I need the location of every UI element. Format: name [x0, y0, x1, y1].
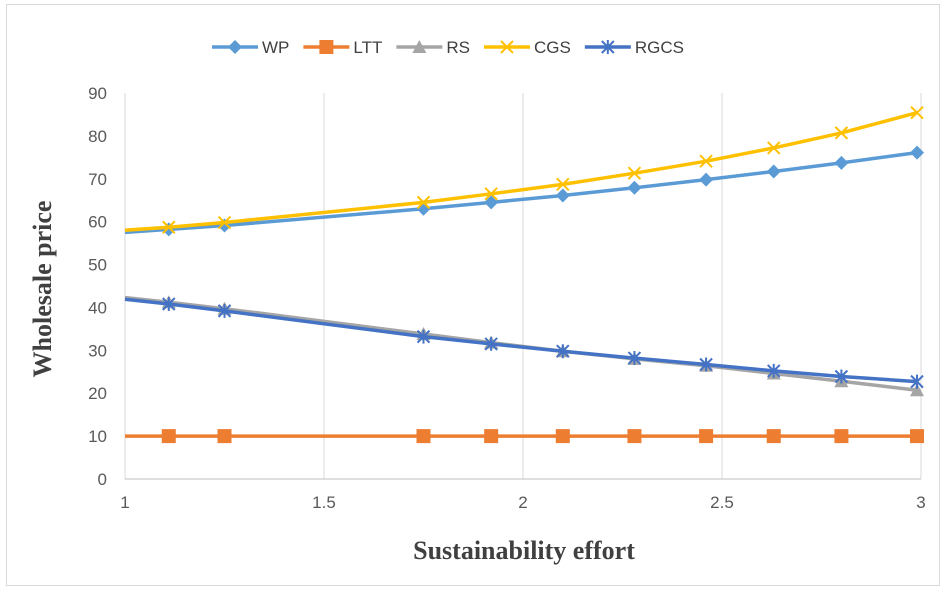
point-ltt-0	[161, 429, 176, 444]
series-line-cgs	[124, 111, 918, 232]
grid-layer	[124, 93, 922, 479]
y-tick-label-7: 70	[88, 170, 107, 189]
point-ltt-2	[416, 429, 431, 444]
point-rgcs-3	[484, 336, 498, 351]
y-tick-label-3: 30	[88, 341, 107, 360]
point-rgcs-1	[217, 303, 232, 318]
point-wp-4	[555, 188, 570, 203]
legend-item-wp: WP	[212, 38, 289, 57]
point-ltt-7	[766, 429, 781, 444]
point-rgcs-9	[910, 374, 924, 389]
x-tick-label-4: 3	[916, 493, 925, 512]
point-cgs-8	[834, 126, 849, 140]
series-wp	[124, 145, 925, 237]
y-axis-title: Wholesale price	[28, 201, 57, 378]
point-cgs-5	[627, 166, 642, 180]
point-wp-3	[484, 195, 499, 210]
point-cgs-2	[416, 195, 431, 210]
point-wp-9	[910, 145, 925, 160]
point-wp-8	[834, 155, 849, 170]
point-rgcs-2	[416, 329, 431, 344]
legend-item-rgcs: RGCS	[584, 38, 684, 57]
legend-marker-ltt	[319, 40, 334, 54]
y-tick-label-9: 90	[88, 84, 107, 103]
series-cgs	[124, 106, 924, 234]
legend-marker-rs	[412, 40, 427, 53]
y-tick-label-8: 80	[88, 127, 107, 146]
point-ltt-9	[910, 429, 925, 444]
legend-item-rs: RS	[396, 38, 470, 57]
point-wp-7	[766, 164, 781, 179]
point-ltt-1	[217, 429, 232, 444]
legend-label-cgs: CGS	[534, 38, 571, 57]
series-line-rgcs	[124, 297, 918, 384]
point-wp-6	[699, 172, 714, 187]
point-cgs-9	[910, 106, 924, 120]
x-axis-title: Sustainability effort	[413, 536, 635, 565]
point-ltt-8	[834, 429, 849, 444]
legend-label-rs: RS	[446, 38, 470, 57]
legend-label-ltt: LTT	[353, 38, 382, 57]
legend-marker-cgs	[500, 40, 514, 54]
x-tick-label-0: 1	[120, 493, 129, 512]
point-rgcs-6	[699, 357, 713, 372]
point-ltt-6	[699, 429, 714, 444]
point-cgs-4	[556, 177, 570, 192]
y-tick-label-5: 50	[88, 256, 107, 275]
y-tick-label-1: 10	[88, 427, 107, 446]
point-cgs-0	[162, 220, 176, 234]
series-line-rs	[124, 295, 918, 392]
y-tick-label-4: 40	[88, 298, 107, 317]
y-tick-label-6: 60	[88, 213, 107, 232]
series-ltt	[125, 429, 925, 444]
series-rgcs	[124, 297, 924, 389]
series-layer	[124, 106, 925, 444]
point-rgcs-8	[834, 369, 849, 384]
point-rgcs-0	[162, 297, 176, 312]
x-tick-label-2: 2	[518, 493, 527, 512]
point-wp-0	[161, 222, 176, 237]
chart-svg: 0 10 20 30 40 50 60 70 80 90 1 1.5 2 2.5 3 WP LTT RS CGS R…	[28, 38, 926, 565]
point-cgs-3	[484, 187, 498, 201]
point-wp-5	[627, 180, 642, 195]
axis-layer: 0 10 20 30 40 50 60 70 80 90 1 1.5 2 2.5 3	[88, 84, 926, 512]
y-tick-label-0: 0	[98, 470, 107, 489]
legend-label-wp: WP	[262, 38, 289, 57]
legend-item-ltt: LTT	[303, 38, 382, 57]
point-cgs-6	[699, 154, 713, 168]
legend-marker-wp	[228, 40, 242, 54]
point-ltt-3	[484, 429, 499, 444]
point-ltt-4	[555, 429, 570, 444]
point-rgcs-7	[767, 363, 781, 378]
point-rgcs-5	[627, 351, 642, 366]
legend-label-rgcs: RGCS	[635, 38, 684, 57]
chart-frame: 0 10 20 30 40 50 60 70 80 90 1 1.5 2 2.5 3 WP LTT RS CGS R…	[6, 4, 940, 586]
legend-item-cgs: CGS	[483, 38, 571, 57]
x-tick-label-1: 1.5	[312, 493, 336, 512]
y-tick-label-2: 20	[88, 384, 107, 403]
legend: WP LTT RS CGS RGCS	[212, 38, 684, 57]
point-rs-9	[910, 383, 925, 397]
point-rgcs-4	[556, 344, 570, 359]
point-ltt-5	[627, 429, 642, 444]
x-tick-label-3: 2.5	[710, 493, 734, 512]
legend-marker-rgcs	[601, 40, 615, 54]
point-cgs-1	[217, 215, 232, 230]
point-cgs-7	[767, 141, 781, 155]
